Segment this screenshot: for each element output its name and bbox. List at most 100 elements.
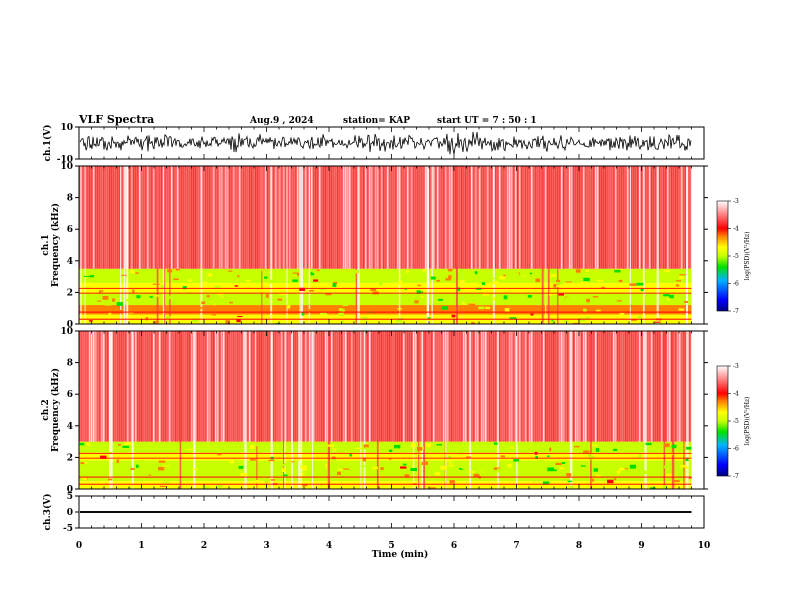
spectrogram-column bbox=[587, 331, 589, 442]
spectrogram-speckle bbox=[173, 278, 179, 281]
spectrogram-column bbox=[231, 166, 233, 269]
time-axis-tick-label: 1 bbox=[138, 541, 144, 551]
spectrogram-sferic bbox=[270, 331, 273, 489]
spectrogram-column bbox=[233, 331, 235, 442]
spectrogram-column bbox=[535, 166, 537, 269]
spectrogram-speckle bbox=[187, 448, 194, 450]
spectrogram-speckle bbox=[136, 295, 141, 299]
spectrogram-speckle bbox=[576, 473, 584, 478]
spectrogram-speckle bbox=[100, 455, 107, 459]
spectrogram-speckle bbox=[513, 459, 519, 462]
spectrogram-column bbox=[139, 166, 141, 269]
spectrogram-speckle bbox=[283, 474, 288, 477]
spectrogram-speckle bbox=[370, 288, 377, 292]
spectrogram-column bbox=[95, 331, 97, 442]
spectrogram-speckle bbox=[645, 442, 652, 446]
spectrogram-column bbox=[483, 166, 485, 269]
spectrogram-column bbox=[415, 331, 417, 442]
spectrogram-column bbox=[255, 166, 257, 269]
spectrogram-column bbox=[117, 166, 119, 269]
spectrogram-column bbox=[521, 166, 523, 269]
spectrogram-speckle bbox=[337, 471, 341, 476]
spectrogram-sferic bbox=[200, 166, 203, 324]
spectrogram-column bbox=[637, 166, 639, 269]
spectrogram-speckle bbox=[535, 278, 541, 283]
time-axis-tick-label: 9 bbox=[638, 541, 644, 551]
spectrogram-column bbox=[191, 331, 193, 442]
spectrogram-speckle bbox=[206, 295, 210, 298]
spectrogram-column bbox=[401, 331, 403, 442]
spectrogram-column bbox=[691, 331, 693, 442]
spectrogram-speckle bbox=[332, 283, 337, 288]
spectrogram-column bbox=[171, 331, 173, 442]
spectrogram-speckle bbox=[671, 270, 676, 272]
spectrogram-speckle bbox=[549, 447, 552, 452]
spectrogram-speckle bbox=[572, 322, 580, 324]
spectrogram-speckle bbox=[478, 306, 485, 310]
spectrogram-column bbox=[233, 166, 235, 269]
spectrogram-column bbox=[165, 166, 167, 269]
spectrogram-column bbox=[149, 331, 151, 442]
spectrogram-speckle bbox=[83, 461, 88, 464]
spectrogram-column bbox=[153, 166, 155, 269]
spectrogram-column bbox=[435, 166, 437, 269]
spectrogram-column bbox=[515, 331, 517, 442]
spectrogram-speckle bbox=[121, 274, 127, 276]
spectrogram-speckle bbox=[661, 290, 667, 294]
spectrogram-column bbox=[653, 166, 655, 269]
spectrogram-column bbox=[585, 331, 587, 442]
spectrogram-speckle bbox=[389, 449, 393, 452]
spectrogram-speckle bbox=[510, 447, 515, 449]
spectrogram-column bbox=[493, 331, 495, 442]
spectrogram-column bbox=[109, 166, 111, 269]
colorbar-tick-label: -3 bbox=[733, 198, 739, 205]
spectrogram-column bbox=[317, 331, 319, 442]
spectrogram-speckle bbox=[349, 453, 352, 457]
spectrogram-column bbox=[495, 166, 497, 269]
spectrogram-column bbox=[419, 331, 421, 442]
spectrogram-column bbox=[107, 166, 109, 269]
spectrogram-speckle bbox=[447, 268, 453, 272]
spectrogram-column bbox=[685, 331, 687, 442]
spectrogram-speckle bbox=[417, 284, 421, 287]
spectrogram-column bbox=[189, 166, 191, 269]
spectrogram-column bbox=[459, 166, 461, 269]
spectrogram-ytick-label: 0 bbox=[67, 485, 73, 495]
spectrogram-speckle bbox=[260, 289, 265, 293]
spectrogram-speckle bbox=[330, 458, 337, 461]
ch2-spectrogram-panel: 10 8 6 4 2 0 ch.2 Frequency (kHz) bbox=[41, 327, 708, 495]
spectrogram-speckle bbox=[355, 458, 361, 460]
spectrogram-column bbox=[105, 166, 107, 269]
spectrogram-column bbox=[229, 331, 231, 442]
spectrogram-speckle bbox=[149, 296, 153, 298]
spectrogram-column bbox=[185, 331, 187, 442]
spectrogram-column bbox=[183, 166, 185, 269]
spectrogram-speckle bbox=[477, 305, 480, 307]
spectrogram-speckle bbox=[586, 298, 590, 303]
spectrogram-column bbox=[303, 166, 305, 269]
spectrogram-column bbox=[275, 166, 277, 269]
spectrogram-column bbox=[519, 331, 521, 442]
spectrogram-column bbox=[513, 331, 515, 442]
spectrogram-column bbox=[527, 166, 529, 269]
ch1-waveform-ticks: 10 -10 bbox=[57, 123, 79, 165]
spectrogram-sferic bbox=[261, 166, 263, 324]
spectrogram-column bbox=[411, 166, 413, 269]
spectrogram-speckle bbox=[498, 276, 506, 280]
spectrogram-column bbox=[377, 166, 379, 269]
spectrogram-column bbox=[661, 166, 663, 269]
spectrogram-speckle bbox=[518, 449, 523, 451]
spectrogram-column bbox=[543, 166, 545, 269]
spectrogram-column bbox=[537, 331, 539, 442]
colorbar-tick-label: -4 bbox=[733, 391, 739, 398]
spectrogram-column bbox=[333, 166, 335, 269]
spectrogram-column bbox=[575, 166, 577, 269]
spectrogram-column bbox=[209, 331, 211, 442]
spectrogram-column bbox=[409, 331, 411, 442]
spectrogram-speckle bbox=[203, 281, 208, 285]
spectrogram-sferic bbox=[363, 331, 366, 489]
spectrogram-speckle bbox=[550, 274, 557, 277]
spectrogram-column bbox=[313, 166, 315, 269]
spectrogram-speckle bbox=[500, 455, 506, 458]
spectrogram-speckle bbox=[663, 269, 670, 273]
